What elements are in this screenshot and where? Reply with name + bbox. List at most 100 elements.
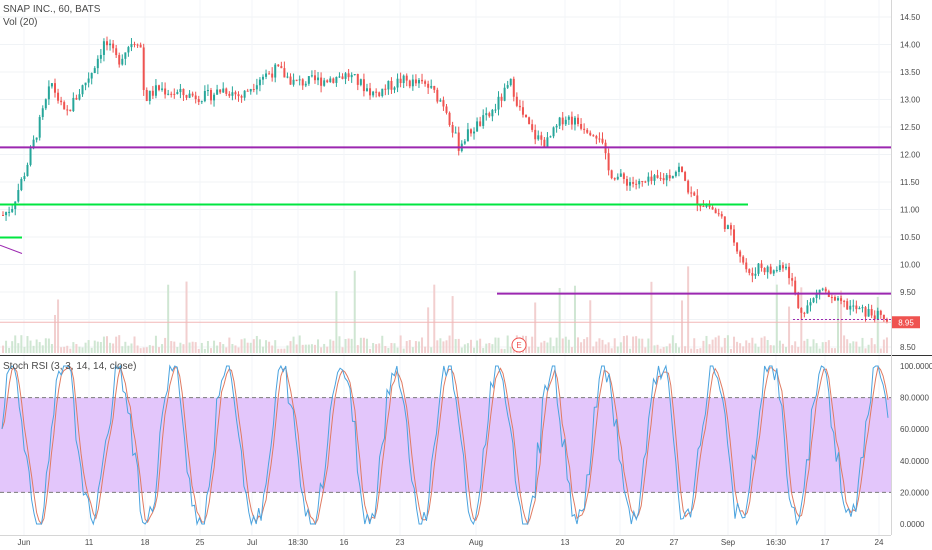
rsi-tick-label: 80.0000	[900, 394, 929, 403]
volume-bar	[616, 346, 619, 353]
volume-bar	[23, 346, 26, 353]
volume-bar	[112, 343, 115, 353]
volume-bar	[837, 298, 840, 353]
candle-body	[356, 74, 359, 85]
candle-body	[102, 41, 105, 55]
volume-bar	[751, 337, 754, 353]
trend-line[interactable]	[0, 244, 23, 254]
last-price-marker: 8.95	[892, 316, 920, 329]
volume-bar	[109, 342, 112, 353]
candle-body	[295, 79, 298, 81]
candle-body	[794, 280, 797, 295]
candle-body	[375, 91, 378, 93]
candle-body	[57, 92, 60, 101]
candle-body	[570, 116, 573, 125]
volume-bar	[454, 339, 457, 353]
volume-bar	[442, 341, 445, 353]
volume-bar	[167, 284, 170, 353]
candle-body	[323, 80, 326, 86]
volume-bar	[372, 342, 375, 353]
candle-body	[668, 175, 671, 179]
volume-bar	[139, 348, 142, 353]
volume-bar	[60, 347, 63, 353]
volume-bar	[197, 348, 200, 353]
volume-bar	[800, 287, 803, 353]
price-tick-label: 14.50	[900, 13, 921, 22]
volume-bar	[714, 337, 717, 353]
volume-bar	[411, 347, 414, 353]
volume-bar	[194, 342, 197, 353]
volume-bar	[821, 342, 824, 353]
time-tick-label: 16	[340, 538, 349, 547]
volume-bar	[589, 300, 592, 353]
candle-body	[390, 80, 393, 90]
candle-body	[625, 178, 628, 186]
candle-body	[580, 123, 583, 129]
candle-body	[772, 270, 775, 274]
candle-body	[509, 78, 512, 86]
time-tick-label: Sep	[721, 538, 736, 547]
candle-body	[882, 314, 885, 319]
volume-bar	[503, 348, 506, 353]
candle-body	[161, 88, 164, 90]
candle-body	[448, 112, 451, 126]
time-tick-label: 16:30	[766, 538, 787, 547]
candle-body	[815, 292, 818, 299]
volume-bar	[733, 336, 736, 353]
volume-bar	[843, 335, 846, 353]
time-tick-label: 24	[875, 538, 884, 547]
candle-body	[93, 68, 96, 74]
volume-bar	[861, 337, 864, 353]
time-tick-label: 17	[821, 538, 830, 547]
candle-body	[243, 90, 246, 98]
candle-body	[344, 73, 347, 79]
volume-bar	[14, 335, 17, 353]
rsi-tick-label: 20.0000	[900, 488, 929, 497]
volume-bar	[460, 347, 463, 353]
rsi-tick-label: 60.0000	[900, 425, 929, 434]
candle-body	[561, 117, 564, 125]
candle-body	[846, 301, 849, 310]
candle-body	[350, 74, 353, 78]
candle-body	[687, 180, 690, 193]
volume-bar	[11, 341, 14, 353]
candle-body	[803, 312, 806, 314]
time-tick-label: 18	[141, 538, 150, 547]
candle-body	[482, 115, 485, 126]
candle-body	[622, 173, 625, 179]
volume-bar	[613, 338, 616, 353]
volume-bar	[647, 338, 650, 353]
volume-bar	[702, 340, 705, 353]
price-tick-label: 12.50	[900, 123, 921, 132]
volume-bar	[378, 343, 381, 353]
earnings-marker[interactable]: E	[511, 337, 527, 353]
candle-body	[852, 305, 855, 307]
volume-bar	[650, 281, 653, 353]
volume-bar	[87, 340, 90, 353]
volume-bar	[145, 347, 148, 353]
volume-bar	[797, 346, 800, 353]
candle-body	[711, 207, 714, 210]
candle-body	[157, 85, 160, 90]
volume-bar	[494, 337, 497, 353]
volume-bar	[720, 347, 723, 353]
volume-bar	[246, 342, 249, 353]
volume-bar	[78, 346, 81, 353]
candle-body	[369, 88, 372, 96]
candle-body	[359, 79, 362, 85]
candle-body	[849, 305, 852, 310]
candle-body	[384, 88, 387, 90]
volume-bar	[136, 345, 139, 353]
candle-body	[558, 117, 561, 126]
volume-bar	[265, 340, 268, 353]
candle-body	[677, 166, 680, 172]
volume-bar	[815, 343, 818, 353]
price-tick-label: 11.00	[900, 206, 920, 215]
candles	[2, 36, 888, 324]
volume-bar	[170, 341, 173, 353]
candle-body	[99, 54, 102, 59]
candle-body	[451, 125, 454, 133]
volume-bar	[662, 347, 665, 353]
volume-bar	[365, 338, 368, 353]
candle-body	[473, 131, 476, 134]
